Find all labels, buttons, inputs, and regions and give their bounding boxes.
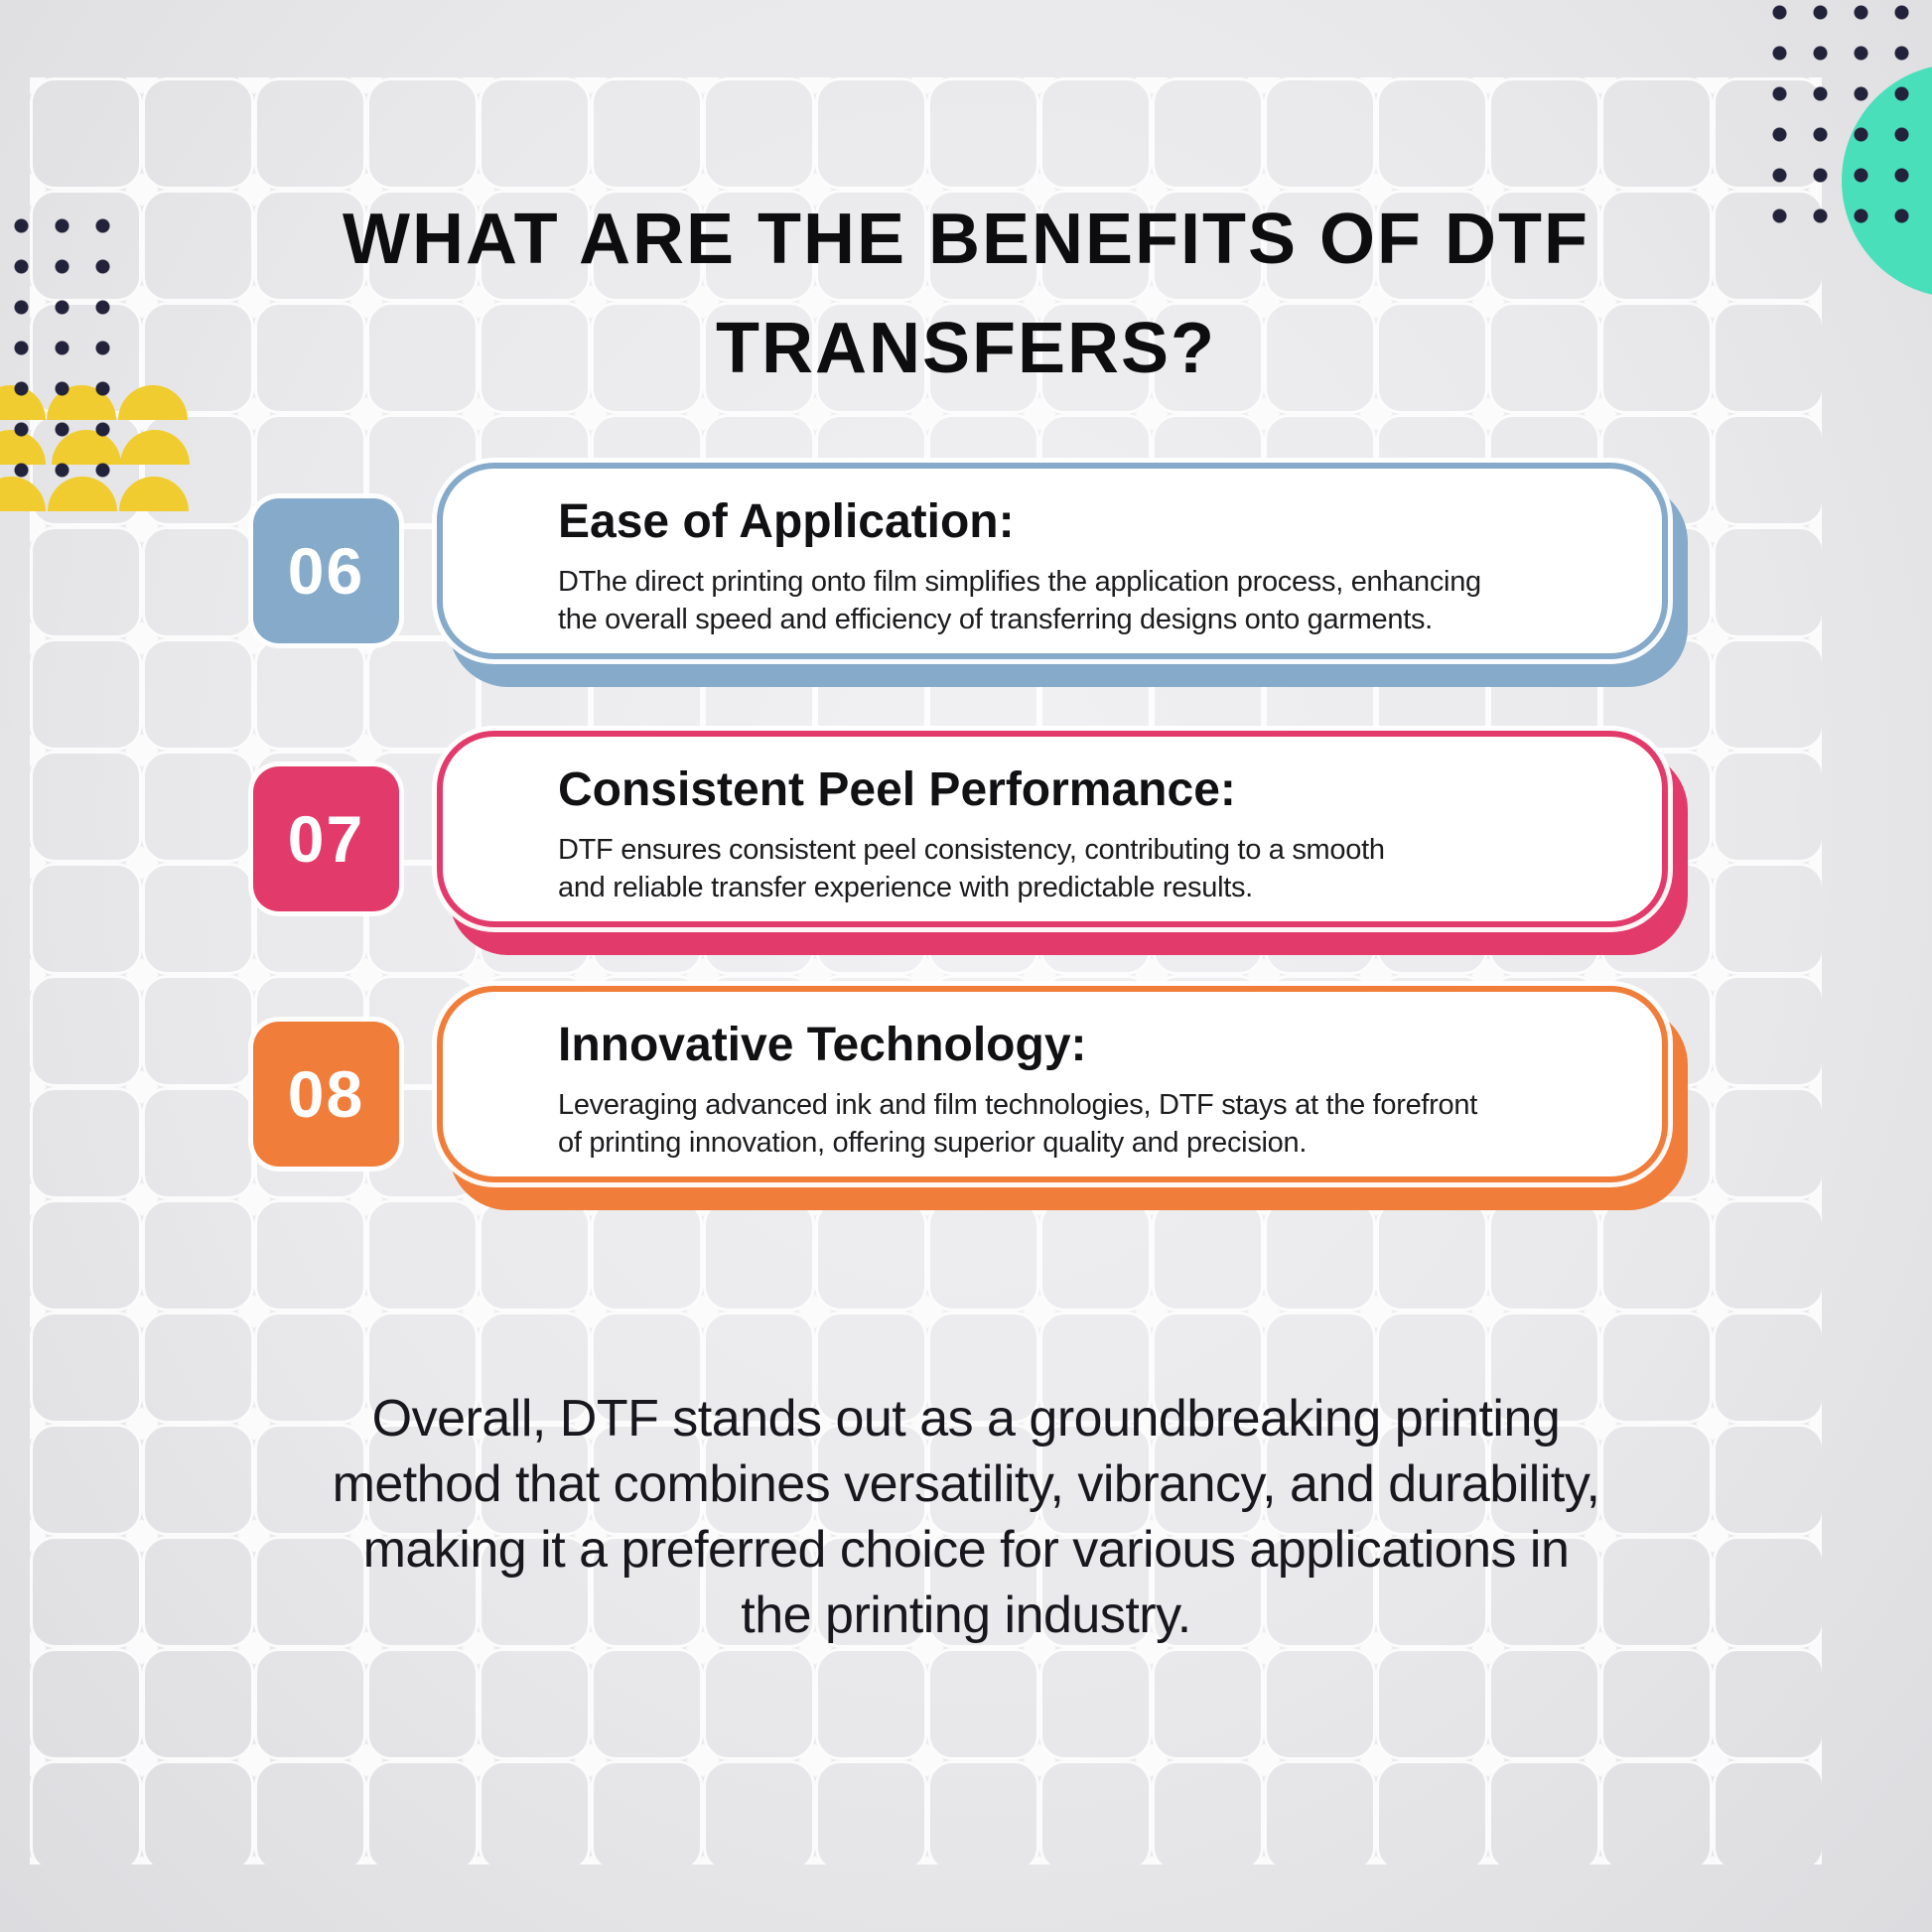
conclusion-line: making it a preferred choice for various… <box>362 1521 1570 1579</box>
benefit-description-line: and reliable transfer experience with pr… <box>558 872 1253 903</box>
benefit-card-06: 06 Ease of Application: DThe direct prin… <box>253 463 1688 687</box>
benefit-number-badge-08: 08 <box>253 1022 399 1167</box>
benefit-number-badge-07: 07 <box>253 766 399 911</box>
conclusion-paragraph: Overall, DTF stands out as a groundbreak… <box>0 1386 1932 1648</box>
page-title: WHAT ARE THE BENEFITS OF DTF TRANSFERS? <box>0 185 1932 403</box>
page-title-line-1: WHAT ARE THE BENEFITS OF DTF <box>343 200 1589 279</box>
benefit-card-08: 08 Innovative Technology: Leveraging adv… <box>253 986 1688 1210</box>
benefit-heading-07: Consistent Peel Performance: <box>558 763 1236 816</box>
benefit-card-07: 07 Consistent Peel Performance: DTF ensu… <box>253 731 1688 955</box>
benefit-panel-08: Innovative Technology: Leveraging advanc… <box>437 986 1668 1182</box>
benefit-panel-06: Ease of Application: DThe direct printin… <box>437 463 1668 659</box>
benefit-description-line: DThe direct printing onto film simplifie… <box>558 566 1481 598</box>
benefit-description-line: DTF ensures consistent peel consistency,… <box>558 834 1385 866</box>
dot-grid-top-right <box>1759 0 1926 240</box>
benefit-description-line: Leveraging advanced ink and film technol… <box>558 1089 1477 1121</box>
benefit-heading-08: Innovative Technology: <box>558 1019 1087 1071</box>
benefit-heading-06: Ease of Application: <box>558 495 1015 548</box>
benefit-description-line: the overall speed and efficiency of tran… <box>558 604 1433 635</box>
benefit-number-badge-06: 06 <box>253 498 399 643</box>
page-title-line-2: TRANSFERS? <box>716 309 1216 388</box>
benefit-description-08: Leveraging advanced ink and film technol… <box>558 1086 1622 1162</box>
conclusion-line: method that combines versatility, vibran… <box>332 1455 1600 1513</box>
conclusion-line: Overall, DTF stands out as a groundbreak… <box>371 1390 1561 1448</box>
benefit-panel-07: Consistent Peel Performance: DTF ensures… <box>437 731 1668 927</box>
conclusion-line: the printing industry. <box>741 1587 1191 1644</box>
benefit-description-07: DTF ensures consistent peel consistency,… <box>558 831 1622 906</box>
benefit-description-06: DThe direct printing onto film simplifie… <box>558 563 1622 638</box>
dot-grid-left <box>1 206 124 491</box>
benefit-description-line: of printing innovation, offering superio… <box>558 1127 1308 1159</box>
